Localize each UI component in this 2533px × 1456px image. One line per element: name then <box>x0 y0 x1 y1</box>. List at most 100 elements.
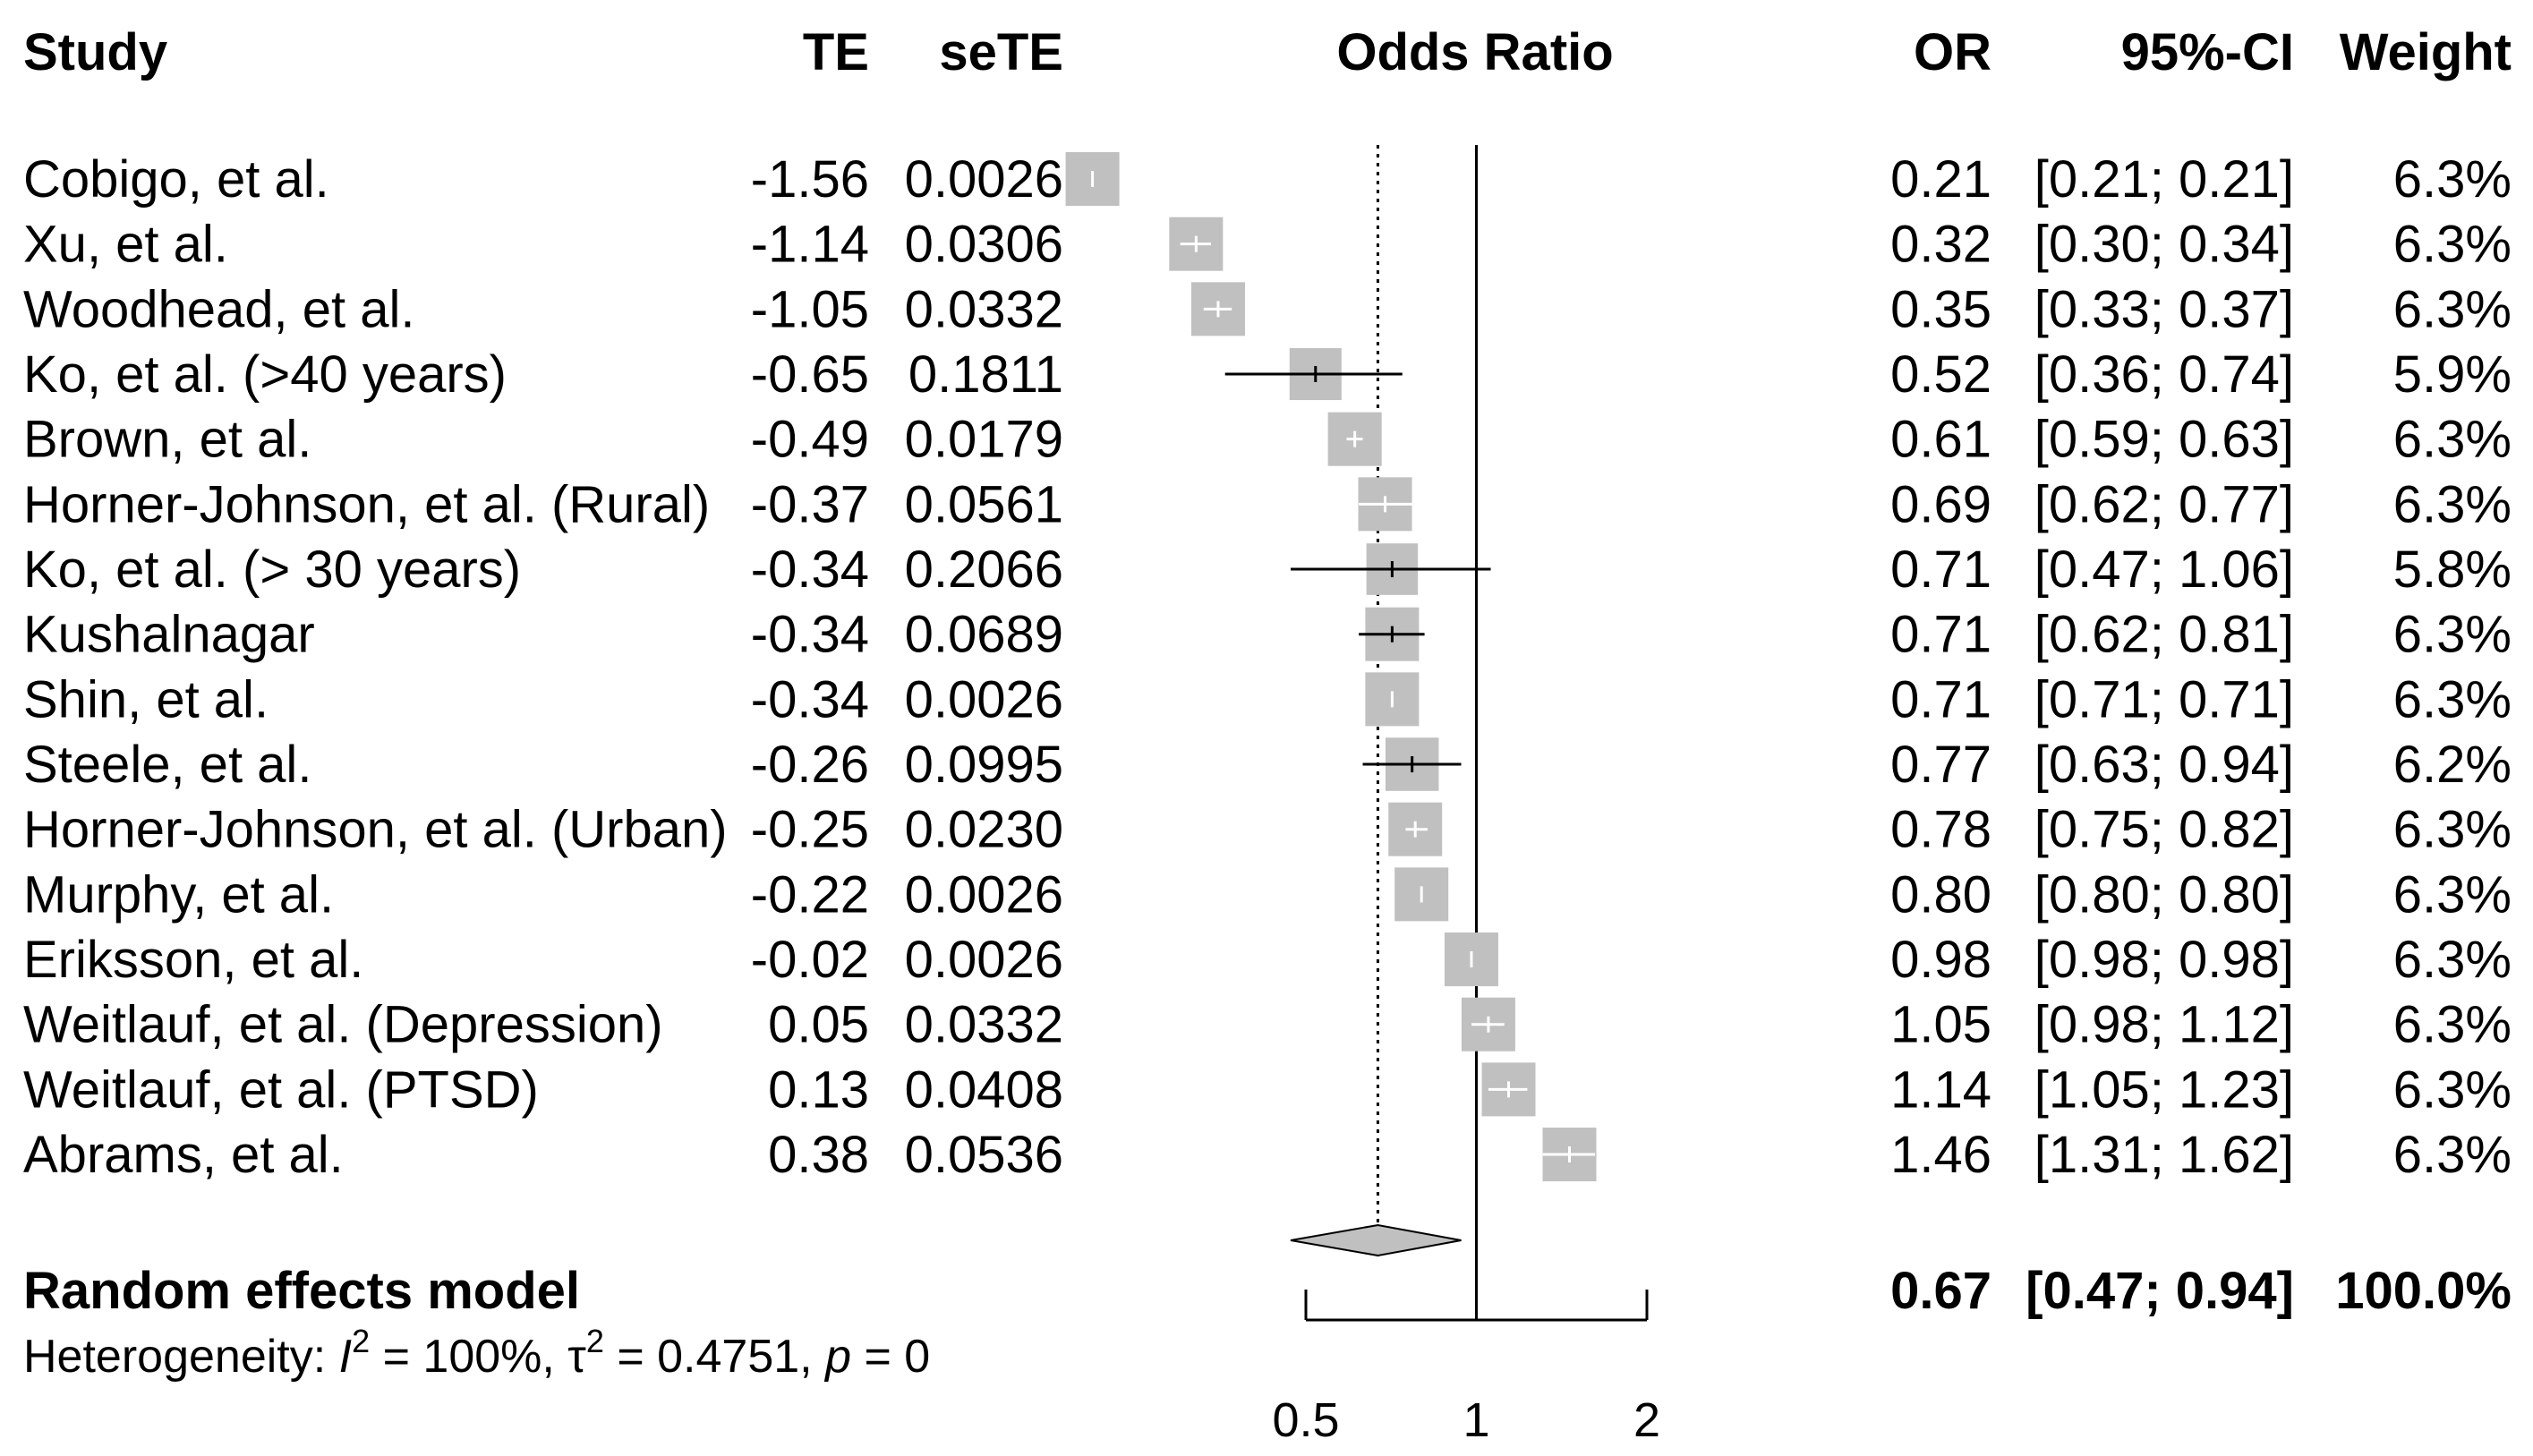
study-ci: [0.71; 0.71] <box>2034 670 2294 728</box>
study-sete: 0.0689 <box>905 606 1063 664</box>
study-name: Kushalnagar <box>23 606 315 664</box>
study-te: -0.49 <box>751 411 869 469</box>
header-sete: seTE <box>939 23 1063 81</box>
study-ci: [0.47; 1.06] <box>2034 541 2294 599</box>
study-or: 1.05 <box>1890 996 1991 1054</box>
study-sete: 0.0026 <box>905 150 1063 209</box>
study-weight: 5.8% <box>2393 541 2512 599</box>
study-ci: [0.36; 0.74] <box>2034 345 2294 404</box>
study-te: 0.38 <box>768 1126 869 1184</box>
study-sete: 0.1811 <box>908 345 1063 404</box>
study-ci: [0.62; 0.81] <box>2034 606 2294 664</box>
study-sete: 0.0026 <box>905 865 1063 924</box>
study-ci: [0.98; 0.98] <box>2034 931 2294 989</box>
study-or: 0.71 <box>1890 541 1991 599</box>
study-name: Abrams, et al. <box>23 1126 344 1184</box>
study-te: -0.34 <box>751 606 869 664</box>
x-tick-label: 0.5 <box>1272 1393 1339 1447</box>
study-or: 0.98 <box>1890 931 1991 989</box>
study-weight: 6.3% <box>2393 1060 2512 1119</box>
pooled-diamond <box>1290 1223 1462 1257</box>
study-or: 0.80 <box>1890 865 1991 924</box>
pooled-ci: [0.47; 0.94] <box>2026 1262 2294 1320</box>
study-name: Horner-Johnson, et al. (Rural) <box>23 475 710 533</box>
header-odds-ratio: Odds Ratio <box>1336 23 1613 81</box>
study-name: Brown, et al. <box>23 411 311 469</box>
study-name: Cobigo, et al. <box>23 150 329 209</box>
study-weight: 6.3% <box>2393 996 2512 1054</box>
study-weight: 6.3% <box>2393 931 2512 989</box>
study-ci: [0.30; 0.34] <box>2034 216 2294 274</box>
study-or: 0.77 <box>1890 736 1991 794</box>
study-sete: 0.0561 <box>905 475 1063 533</box>
header-study: Study <box>23 23 167 81</box>
study-or: 0.52 <box>1890 345 1991 404</box>
x-tick-label: 1 <box>1463 1393 1489 1447</box>
header-or: OR <box>1914 23 1991 81</box>
study-weight: 6.3% <box>2393 865 2512 924</box>
study-weight: 6.3% <box>2393 1126 2512 1184</box>
study-te: 0.05 <box>768 996 869 1054</box>
study-te: 0.13 <box>768 1060 869 1119</box>
study-ci: [0.21; 0.21] <box>2034 150 2294 209</box>
header-weight: Weight <box>2340 23 2512 81</box>
study-name: Woodhead, et al. <box>23 280 414 338</box>
axis-tick-labels: 0.5 1 2 <box>1272 1393 1660 1447</box>
study-weight: 6.3% <box>2393 606 2512 664</box>
study-name: Shin, et al. <box>23 670 269 728</box>
study-weight: 6.3% <box>2393 475 2512 533</box>
pooled-label: Random effects model <box>23 1262 580 1320</box>
study-te: -0.02 <box>751 931 869 989</box>
heterogeneity-text: Heterogeneity: I2 = 100%, τ2 = 0.4751, p… <box>23 1323 930 1383</box>
pooled-row: Random effects model 0.67 [0.47; 0.94] 1… <box>23 1262 2512 1320</box>
study-te: -1.14 <box>751 216 869 274</box>
plot-area <box>1065 145 1649 1322</box>
study-or: 0.61 <box>1890 411 1991 469</box>
study-or: 1.14 <box>1890 1060 1991 1119</box>
study-ci: [0.80; 0.80] <box>2034 865 2294 924</box>
study-ci: [1.05; 1.23] <box>2034 1060 2294 1119</box>
study-weight: 5.9% <box>2393 345 2512 404</box>
study-sete: 0.0306 <box>905 216 1063 274</box>
study-sete: 0.0408 <box>905 1060 1063 1119</box>
study-ci: [0.33; 0.37] <box>2034 280 2294 338</box>
study-te: -0.26 <box>751 736 869 794</box>
study-ci: [0.62; 0.77] <box>2034 475 2294 533</box>
study-or: 1.46 <box>1890 1126 1991 1184</box>
study-name: Weitlauf, et al. (PTSD) <box>23 1060 539 1119</box>
x-tick-label: 2 <box>1633 1393 1660 1447</box>
study-name: Horner-Johnson, et al. (Urban) <box>23 801 728 859</box>
header-ci: 95%-CI <box>2121 23 2294 81</box>
study-sete: 0.0995 <box>905 736 1063 794</box>
study-name: Ko, et al. (> 30 years) <box>23 541 521 599</box>
column-headers: Study TE seTE Odds Ratio OR 95%-CI Weigh… <box>23 23 2512 81</box>
study-name: Xu, et al. <box>23 216 228 274</box>
study-rows: Cobigo, et al. -1.56 0.0026 0.21 [0.21; 0.21… <box>23 150 2512 1184</box>
study-ci: [0.63; 0.94] <box>2034 736 2294 794</box>
study-te: -0.34 <box>751 541 869 599</box>
study-or: 0.71 <box>1890 606 1991 664</box>
study-name: Steele, et al. <box>23 736 311 794</box>
study-weight: 6.3% <box>2393 670 2512 728</box>
study-weight: 6.3% <box>2393 280 2512 338</box>
study-name: Murphy, et al. <box>23 865 334 924</box>
study-sete: 0.0536 <box>905 1126 1063 1184</box>
study-or: 0.32 <box>1890 216 1991 274</box>
study-weight: 6.3% <box>2393 216 2512 274</box>
study-ci: [0.59; 0.63] <box>2034 411 2294 469</box>
study-or: 0.78 <box>1890 801 1991 859</box>
study-weight: 6.3% <box>2393 801 2512 859</box>
study-weight: 6.3% <box>2393 411 2512 469</box>
study-or: 0.35 <box>1890 280 1991 338</box>
header-te: TE <box>803 23 869 81</box>
study-sete: 0.0230 <box>905 801 1063 859</box>
study-te: -0.22 <box>751 865 869 924</box>
study-te: -1.05 <box>751 280 869 338</box>
study-ci: [0.75; 0.82] <box>2034 801 2294 859</box>
study-sete: 0.0332 <box>905 280 1063 338</box>
study-te: -0.34 <box>751 670 869 728</box>
study-sete: 0.0026 <box>905 931 1063 989</box>
study-or: 0.69 <box>1890 475 1991 533</box>
pooled-weight: 100.0% <box>2335 1262 2512 1320</box>
